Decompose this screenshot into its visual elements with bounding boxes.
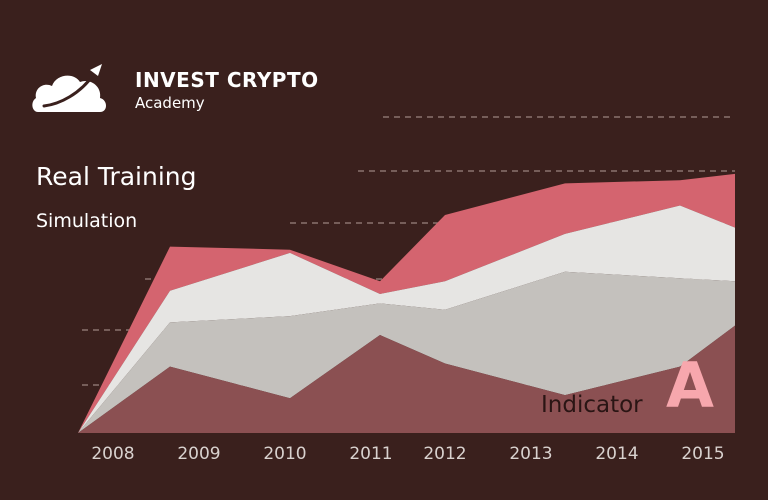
brand-name: INVEST CRYPTO	[135, 68, 319, 92]
x-tick-label: 2009	[177, 444, 220, 464]
x-tick-label: 2014	[595, 444, 638, 464]
subheadline: Simulation	[36, 210, 138, 232]
indicator-label: Indicator	[541, 392, 643, 418]
area-series-1	[78, 325, 735, 433]
area-series-2	[78, 271, 735, 433]
brand-subtitle: Academy	[135, 94, 205, 112]
x-tick-label: 2015	[681, 444, 724, 464]
x-tick-label: 2011	[349, 444, 392, 464]
area-series-4	[78, 173, 735, 433]
x-tick-label: 2010	[263, 444, 306, 464]
headline: Real Training	[36, 162, 197, 191]
x-tick-label: 2013	[509, 444, 552, 464]
x-tick-label: 2008	[91, 444, 134, 464]
area-series-3	[78, 205, 735, 433]
cloud-rocket-icon	[32, 64, 106, 112]
indicator-letter: A	[666, 349, 714, 422]
x-tick-label: 2012	[423, 444, 466, 464]
